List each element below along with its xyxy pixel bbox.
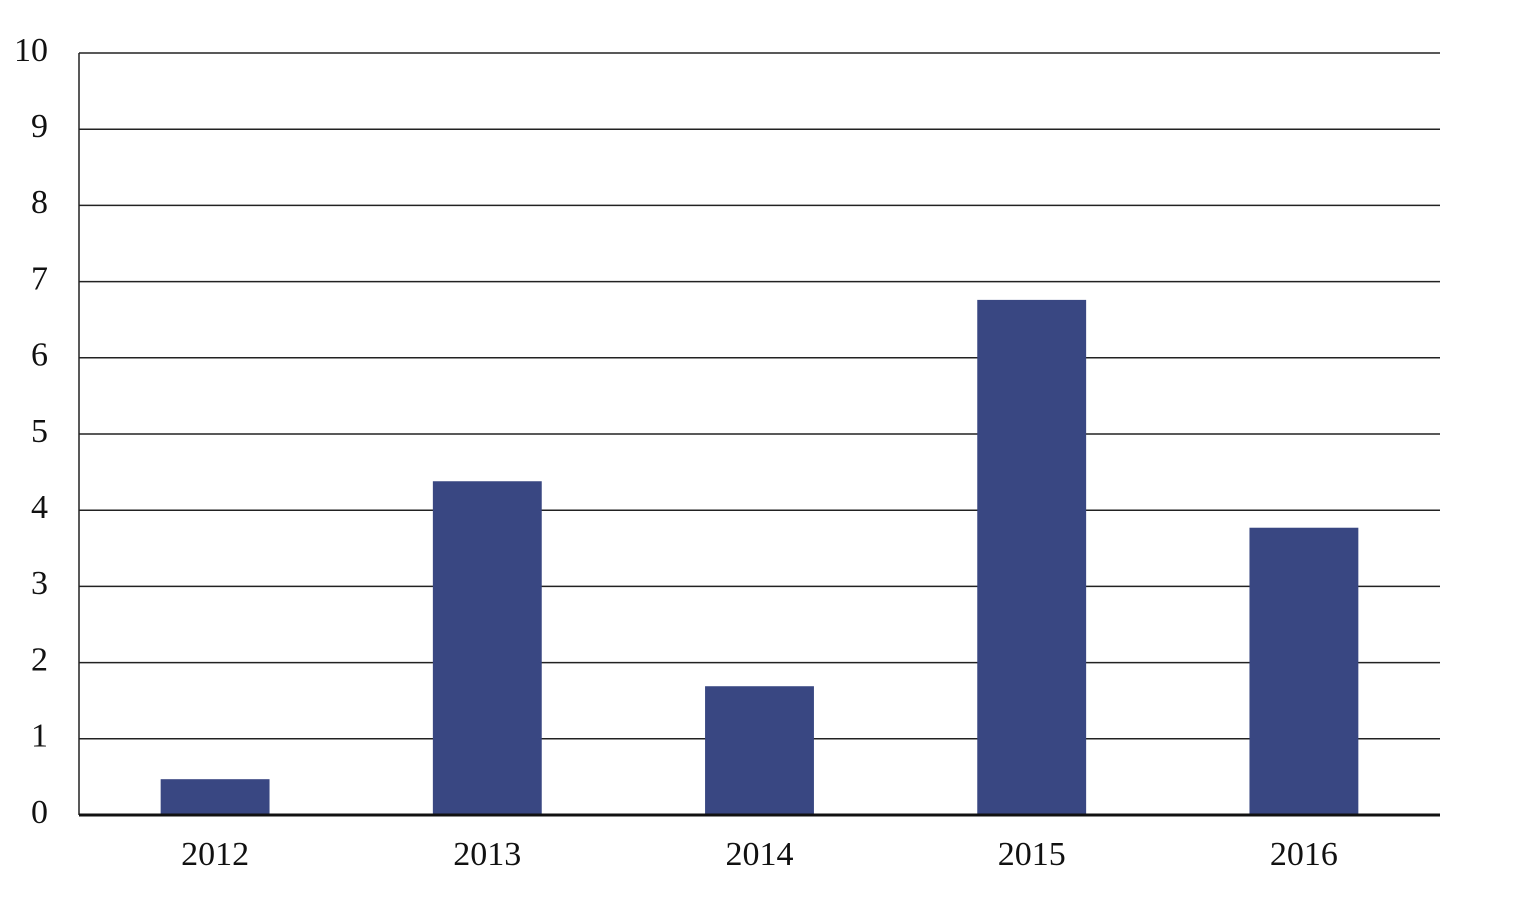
bar [160, 779, 270, 815]
y-tick-label: 5 [31, 413, 48, 450]
y-tick-label: 10 [14, 32, 48, 69]
y-tick-label: 2 [31, 641, 48, 678]
bar [977, 299, 1087, 815]
bar [432, 481, 542, 815]
y-tick-label: 0 [31, 794, 48, 831]
bar [705, 686, 814, 815]
bar [1249, 527, 1359, 815]
x-tick-label: 2016 [1270, 836, 1338, 873]
x-tick-label: 2012 [181, 836, 249, 873]
y-tick-label: 6 [31, 337, 48, 374]
y-tick-label: 4 [31, 489, 48, 526]
y-tick-label: 9 [31, 108, 48, 145]
x-tick-label: 2013 [453, 836, 521, 873]
y-tick-label: 3 [31, 565, 48, 602]
y-tick-label: 7 [31, 260, 48, 297]
y-tick-label: 8 [31, 184, 48, 221]
x-tick-label: 2014 [726, 836, 794, 873]
y-tick-label: 1 [31, 718, 48, 755]
x-tick-label: 2015 [998, 836, 1066, 873]
